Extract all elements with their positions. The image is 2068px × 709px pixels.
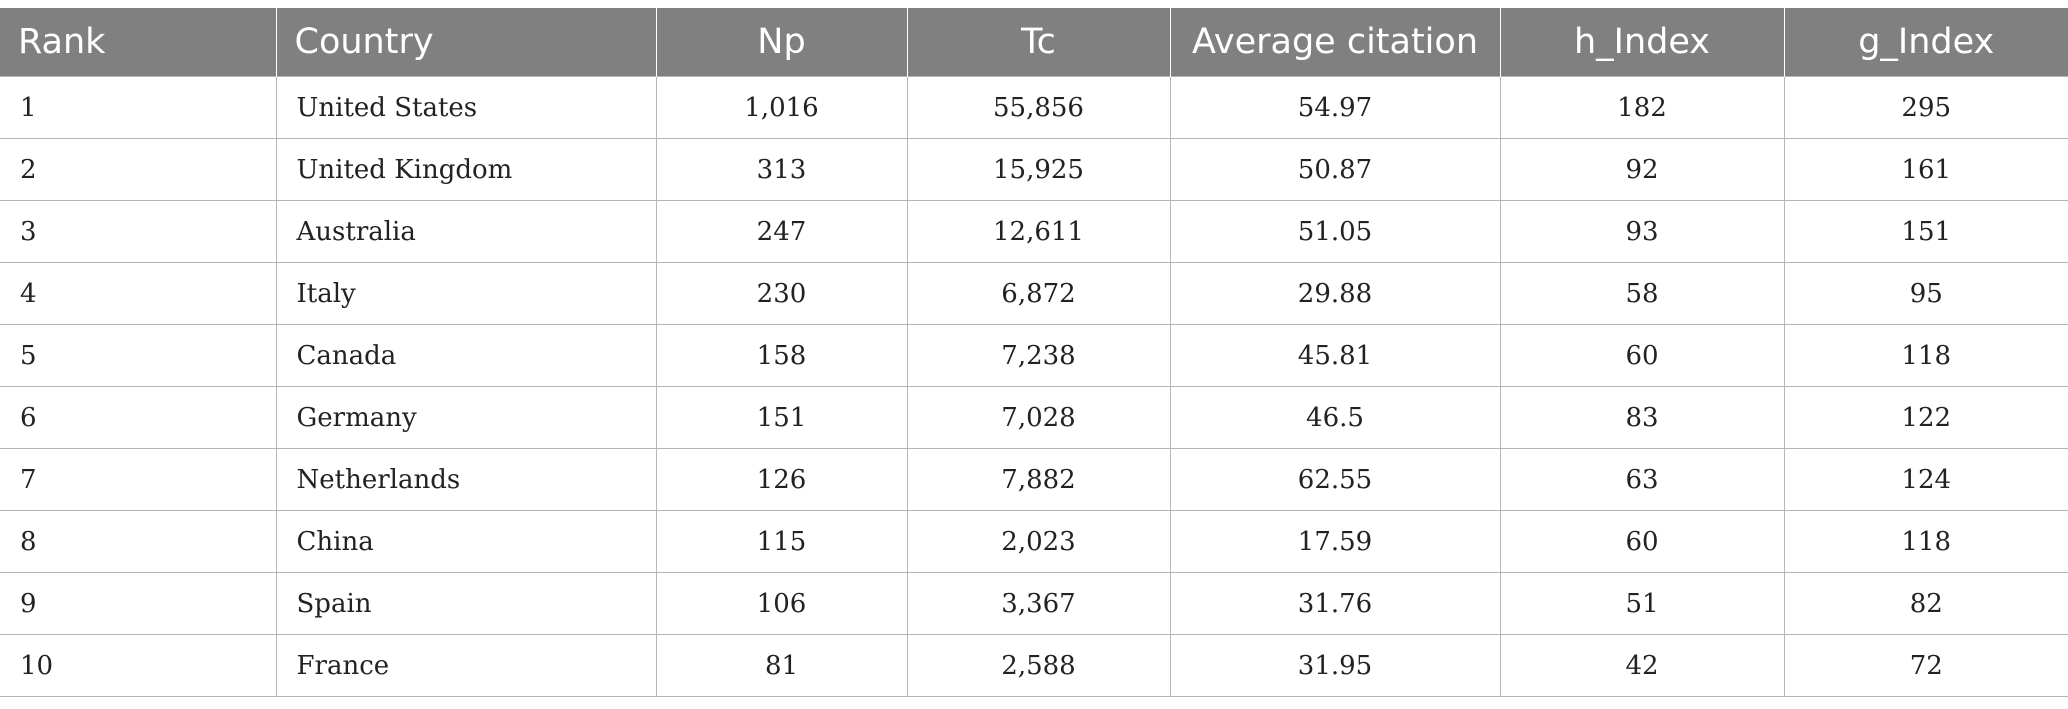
cell-h-index: 51 [1499,572,1785,635]
cell-rank: 2 [0,138,277,201]
column-header-country: Country [275,8,656,77]
cell-np: 230 [655,262,908,325]
column-header-rank: Rank [18,22,106,62]
cell-average-citation: 45.81 [1169,324,1501,387]
table-row: 9 Spain 106 3,367 31.76 51 82 [0,572,2068,635]
cell-np: 81 [655,634,908,697]
cell-country: Italy [275,262,657,325]
cell-rank: 8 [0,510,277,573]
cell-country: Canada [275,324,657,387]
cell-tc: 3,367 [906,572,1171,635]
cell-rank: 7 [0,448,277,511]
table-row: 1 United States 1,016 55,856 54.97 182 2… [0,76,2068,139]
table-row: 3 Australia 247 12,611 51.05 93 151 [0,200,2068,263]
cell-h-index: 93 [1499,200,1785,263]
cell-average-citation: 31.95 [1169,634,1501,697]
cell-np: 158 [655,324,908,387]
cell-rank: 9 [0,572,277,635]
column-header-tc: Tc [906,8,1170,77]
cell-np: 247 [655,200,908,263]
cell-np: 151 [655,386,908,449]
cell-g-index: 122 [1783,386,2068,449]
cell-country: China [275,510,657,573]
cell-country: Australia [275,200,657,263]
cell-np: 1,016 [655,76,908,139]
cell-average-citation: 50.87 [1169,138,1501,201]
cell-rank: 6 [0,386,277,449]
cell-g-index: 118 [1783,324,2068,387]
cell-average-citation: 17.59 [1169,510,1501,573]
cell-tc: 15,925 [906,138,1171,201]
cell-h-index: 83 [1499,386,1785,449]
column-header-average-citation: Average citation [1169,8,1500,77]
cell-average-citation: 54.97 [1169,76,1501,139]
table-row: 7 Netherlands 126 7,882 62.55 63 124 [0,448,2068,511]
cell-g-index: 82 [1783,572,2068,635]
cell-h-index: 60 [1499,324,1785,387]
cell-h-index: 58 [1499,262,1785,325]
cell-g-index: 72 [1783,634,2068,697]
cell-g-index: 124 [1783,448,2068,511]
cell-tc: 7,028 [906,386,1171,449]
cell-g-index: 295 [1783,76,2068,139]
header-row: Rank Country Np Tc Average citation h_In… [0,8,2068,77]
cell-np: 106 [655,572,908,635]
cell-tc: 7,882 [906,448,1171,511]
cell-rank: 4 [0,262,277,325]
cell-country: Germany [275,386,657,449]
cell-tc: 6,872 [906,262,1171,325]
cell-rank: 3 [0,200,277,263]
cell-tc: 7,238 [906,324,1171,387]
table-row: 6 Germany 151 7,028 46.5 83 122 [0,386,2068,449]
table-row: 8 China 115 2,023 17.59 60 118 [0,510,2068,573]
cell-average-citation: 29.88 [1169,262,1501,325]
cell-rank: 10 [0,634,277,697]
table-row: 4 Italy 230 6,872 29.88 58 95 [0,262,2068,325]
cell-np: 115 [655,510,908,573]
table-row: 5 Canada 158 7,238 45.81 60 118 [0,324,2068,387]
table-body: 1 United States 1,016 55,856 54.97 182 2… [0,76,2068,697]
cell-average-citation: 62.55 [1169,448,1501,511]
cell-tc: 12,611 [906,200,1171,263]
table-row: 10 France 81 2,588 31.95 42 72 [0,634,2068,697]
cell-g-index: 161 [1783,138,2068,201]
cell-country: Spain [275,572,657,635]
cell-h-index: 182 [1499,76,1785,139]
cell-np: 313 [655,138,908,201]
cell-g-index: 151 [1783,200,2068,263]
cell-h-index: 92 [1499,138,1785,201]
cell-rank: 5 [0,324,277,387]
cell-country: United Kingdom [275,138,657,201]
column-header-h-index: h_Index [1499,8,1784,77]
table-row: 2 United Kingdom 313 15,925 50.87 92 161 [0,138,2068,201]
cell-np: 126 [655,448,908,511]
cell-h-index: 60 [1499,510,1785,573]
cell-rank: 1 [0,76,277,139]
cell-tc: 2,588 [906,634,1171,697]
cell-average-citation: 31.76 [1169,572,1501,635]
cell-country: France [275,634,657,697]
cell-tc: 55,856 [906,76,1171,139]
cell-tc: 2,023 [906,510,1171,573]
country-table: Rank Country Np Tc Average citation h_In… [0,8,2068,697]
cell-h-index: 42 [1499,634,1785,697]
cell-average-citation: 46.5 [1169,386,1501,449]
column-header-g-index: g_Index [1783,8,2068,77]
country-table-container: Rank Country Np Tc Average citation h_In… [0,8,2068,697]
cell-h-index: 63 [1499,448,1785,511]
cell-average-citation: 51.05 [1169,200,1501,263]
cell-g-index: 118 [1783,510,2068,573]
cell-country: United States [275,76,657,139]
cell-country: Netherlands [275,448,657,511]
column-header-np: Np [655,8,907,77]
cell-g-index: 95 [1783,262,2068,325]
table-header: Rank Country Np Tc Average citation h_In… [0,8,2068,77]
